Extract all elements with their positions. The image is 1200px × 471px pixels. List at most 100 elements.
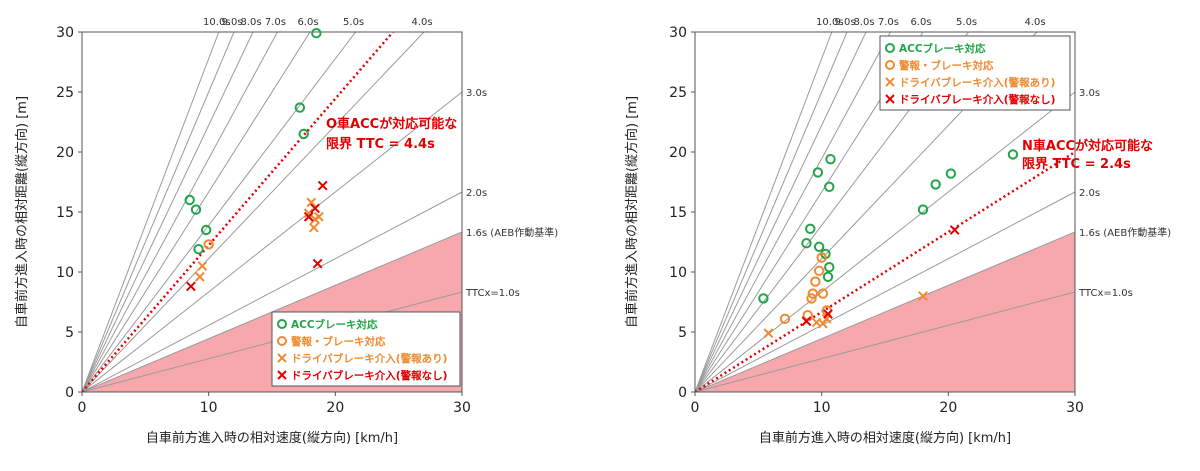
y-tick-label: 25 xyxy=(56,85,74,101)
data-point xyxy=(310,203,320,214)
y-tick-label: 20 xyxy=(56,145,74,161)
legend-marker xyxy=(277,353,287,363)
data-point xyxy=(312,258,323,269)
ttc-line-label: 5.0s xyxy=(343,17,364,28)
data-point xyxy=(949,225,960,235)
y-tick-label: 10 xyxy=(56,265,74,281)
ttc-line-label: 2.0s xyxy=(1079,188,1100,199)
ttc-line xyxy=(82,91,462,392)
data-point xyxy=(186,281,196,292)
data-point xyxy=(311,28,322,39)
ttc-line xyxy=(695,291,1075,392)
ttc-line-label: 8.0s xyxy=(240,17,261,28)
data-point xyxy=(294,102,306,113)
x-tick-label: 20 xyxy=(939,400,957,416)
ttc-line-label: 3.0s xyxy=(466,88,487,99)
data-point xyxy=(317,180,328,191)
ttc-line-label: 9.0s xyxy=(221,17,242,28)
data-point xyxy=(194,271,205,282)
y-tick-label: 0 xyxy=(678,385,687,401)
y-tick-label: 20 xyxy=(669,145,687,161)
data-point xyxy=(203,239,214,250)
legend-marker xyxy=(277,336,287,346)
ttc-line-label: 6.0s xyxy=(910,17,931,28)
data-point xyxy=(303,211,314,222)
data-point xyxy=(930,179,941,190)
y-tick-label: 5 xyxy=(678,325,687,341)
x-tick-label: 10 xyxy=(813,400,831,416)
ttc-line-label: 7.0s xyxy=(265,17,286,28)
data-point xyxy=(812,167,824,178)
data-point xyxy=(184,194,195,206)
x-tick-label: 10 xyxy=(200,400,218,416)
series-1 xyxy=(203,239,214,250)
data-point xyxy=(813,265,825,276)
data-point xyxy=(816,252,827,263)
legend-marker xyxy=(885,60,895,70)
data-point xyxy=(813,241,825,253)
y-tick-label: 15 xyxy=(56,205,74,221)
legend-marker xyxy=(277,370,287,380)
legend-entry: ACCブレーキ対応 xyxy=(899,42,986,55)
y-axis-label: 自車前方進入時の相対距離(縦方向) [m] xyxy=(14,96,30,328)
ttc-line-label: TTCx=1.0s xyxy=(1078,288,1133,299)
limit-ttc-label-line2: 限界 TTC = 2.4s xyxy=(1022,156,1131,172)
legend-entry: 警報・ブレーキ対応 xyxy=(898,59,994,72)
legend-marker xyxy=(277,319,287,329)
ttc-line-label: 1.6s (AEB作動基準) xyxy=(1079,226,1171,239)
legend-marker xyxy=(885,77,895,87)
legend-entry: ACCブレーキ対応 xyxy=(291,318,378,331)
ttc-line xyxy=(82,191,462,392)
ttc-line-label: 8.0s xyxy=(853,17,874,28)
ttc-line xyxy=(695,32,891,392)
data-point xyxy=(918,291,928,301)
ttc-line xyxy=(82,32,356,392)
x-tick-label: 30 xyxy=(453,400,471,416)
chart-right: 10.0s9.0s8.0s 7.0s 6.0s 5.0s 4.0s 3.0s 2.0s 1.6… xyxy=(624,17,1171,446)
data-point xyxy=(801,316,812,327)
data-point xyxy=(823,309,833,319)
data-point xyxy=(807,288,819,299)
limit-ttc-label-line2: 限界 TTC = 4.4s xyxy=(326,136,435,152)
y-tick-label: 30 xyxy=(56,25,74,41)
ttc-line-label: 7.0s xyxy=(878,17,899,28)
data-point xyxy=(313,211,324,222)
y-tick-label: 5 xyxy=(65,325,74,341)
legend-marker xyxy=(885,43,895,53)
ttc-line xyxy=(695,231,1075,392)
ttc-line-label: 3.0s xyxy=(1079,88,1100,99)
data-point xyxy=(917,204,929,215)
legend-box xyxy=(271,311,461,387)
data-point xyxy=(825,154,836,165)
ttc-line xyxy=(695,32,867,392)
legend-entry: ドライバブレーキ介入(警報あり) xyxy=(291,352,447,365)
ttc-line xyxy=(695,191,1075,392)
x-axis-label: 自車前方進入時の相対速度(縦方向) [km/h] xyxy=(146,430,398,446)
ttc-line-label: 2.0s xyxy=(466,188,487,199)
limit-ttc-label-line1: O車ACCが対応可能な xyxy=(326,116,457,132)
data-point xyxy=(197,261,208,271)
ttc-line xyxy=(695,32,833,392)
x-tick-label: 30 xyxy=(1066,400,1084,416)
data-point xyxy=(801,238,812,249)
series-2 xyxy=(194,197,324,282)
series-1 xyxy=(779,252,832,324)
data-point xyxy=(190,204,202,215)
legend-entry: 警報・ブレーキ対応 xyxy=(290,335,386,348)
y-axis-label: 自車前方進入時の相対距離(縦方向) [m] xyxy=(624,96,640,328)
ttc-line-label: 1.6s (AEB作動基準) xyxy=(466,226,558,239)
data-point xyxy=(822,271,834,282)
series-0 xyxy=(184,28,322,255)
legend-marker xyxy=(885,94,895,104)
limit-ttc-label-line1: N車ACCが対応可能な xyxy=(1022,138,1153,154)
ttc-line-label: 6.0s xyxy=(297,17,318,28)
chart-left: 10.0s9.0s8.0s 7.0s 6.0s 5.0s 4.0s 3.0s 2.0s 1.6… xyxy=(14,17,558,446)
ttc-line xyxy=(82,32,311,392)
legend-entry: ドライバブレーキ介入(警報なし) xyxy=(291,369,447,382)
y-tick-label: 10 xyxy=(669,265,687,281)
series-3 xyxy=(186,180,328,292)
ttc-lines xyxy=(82,32,462,392)
data-point xyxy=(810,276,821,287)
data-point xyxy=(817,288,829,299)
